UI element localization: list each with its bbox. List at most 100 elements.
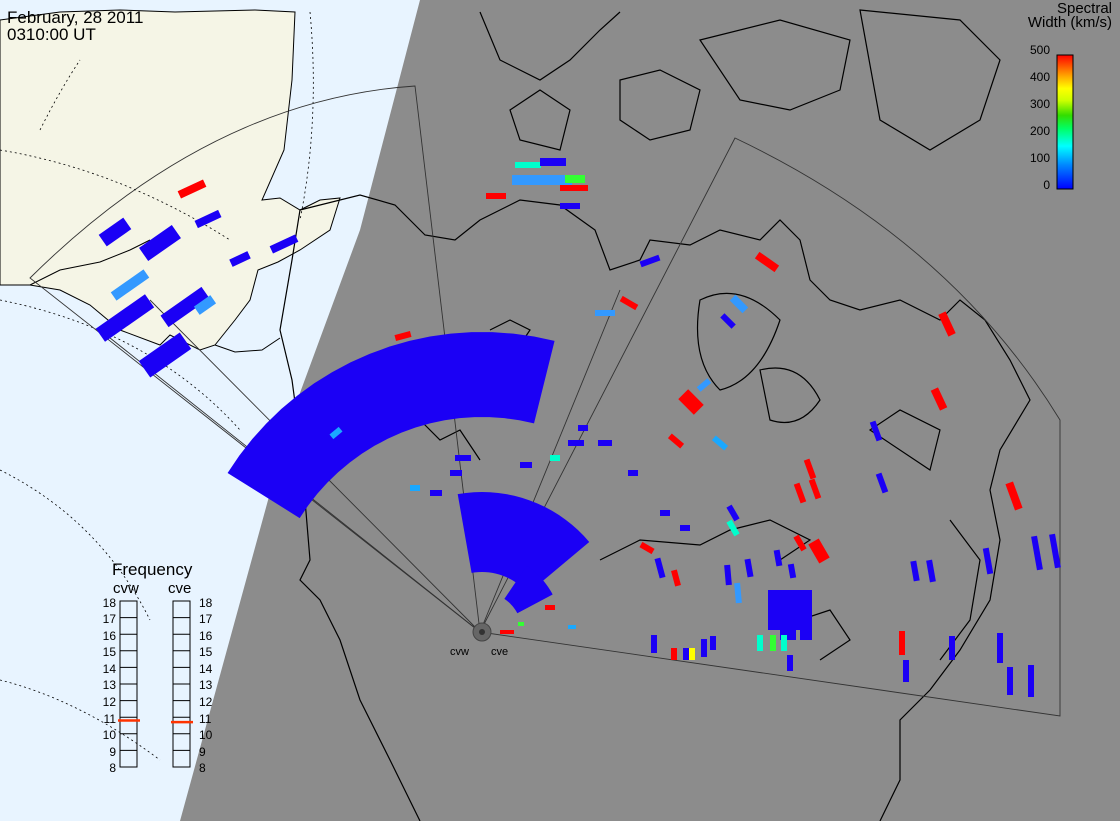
scatter-cell [194, 209, 222, 229]
frequency-tick-right: 10 [199, 728, 213, 742]
plot-date: February, 28 2011 [7, 8, 144, 27]
scatter-cell [744, 558, 754, 578]
scatter-cell [1028, 665, 1034, 697]
scatter-cell [781, 635, 787, 651]
scatter-cell [910, 560, 920, 582]
scatter-cell [787, 563, 797, 579]
scatter-cell-group [457, 492, 590, 594]
scatter-cell [729, 294, 749, 314]
scatter-cell [787, 655, 793, 671]
scatter-cell [1007, 667, 1013, 695]
scatter-cell [754, 251, 780, 273]
radar-sites [472, 622, 492, 642]
scatter-cell [560, 203, 580, 209]
frequency-tick-left: 10 [102, 728, 116, 742]
frequency-tick-left: 15 [102, 645, 116, 659]
colorbar-tick: 500 [1029, 43, 1050, 57]
scatter-cell [724, 564, 732, 586]
colorbar-title-line1: Spectral [1056, 0, 1112, 17]
scatter-cell [410, 485, 420, 491]
scatter-cell [160, 286, 210, 328]
scatter-cell [773, 549, 783, 567]
colorbar-tick: 0 [1043, 178, 1050, 192]
scatter-cell [930, 387, 948, 411]
scatter-cell [568, 440, 584, 446]
scatter-cell [560, 185, 588, 191]
frequency-tick-right: 13 [199, 678, 213, 692]
frequency-tick-right: 8 [199, 761, 206, 775]
scatter-cell [518, 622, 524, 626]
scatter-cell [949, 636, 955, 660]
scatter-cell [926, 559, 936, 583]
radar-label-cve: cve [491, 646, 509, 658]
scatter-cell [500, 630, 514, 634]
scatter-cell [711, 435, 729, 451]
frequency-tick-left: 9 [109, 745, 116, 759]
scatter-layer [95, 158, 1061, 697]
scatter-cell [726, 504, 740, 522]
frequency-ladder-cvw [119, 600, 138, 768]
radar-site-cve [479, 629, 485, 635]
scatter-cell [229, 251, 251, 267]
frequency-tick-left: 17 [102, 612, 116, 626]
scatter-cell [486, 193, 506, 199]
frequency-tick-left: 11 [103, 712, 116, 726]
frequency-label-cvw: cvw [113, 580, 139, 597]
scatter-cell [1005, 481, 1023, 511]
colorbar-tick: 100 [1029, 151, 1050, 165]
scatter-cell [660, 510, 670, 516]
frequency-tick-left: 16 [102, 629, 116, 643]
scatter-cell [98, 217, 132, 247]
frequency-title: Frequency [112, 560, 193, 579]
scatter-cell [639, 541, 655, 555]
scatter-cell [639, 254, 661, 268]
frequency-tick-right: 12 [199, 695, 213, 709]
scatter-cell [595, 310, 615, 316]
frequency-tick-right: 9 [199, 745, 206, 759]
scatter-cell [598, 440, 612, 446]
scatter-cell [177, 179, 207, 199]
scatter-cell [720, 313, 736, 329]
frequency-tick-right: 17 [199, 612, 213, 626]
scatter-cell [628, 470, 638, 476]
frequency-tick-right: 16 [199, 629, 213, 643]
scatter-cell [800, 620, 812, 640]
scatter-cell [726, 519, 740, 537]
scatter-cell [138, 332, 192, 378]
scatter-cell [269, 234, 299, 254]
scatter-cell [450, 470, 462, 476]
scatter-cell [808, 538, 830, 564]
scatter-cell-group [227, 332, 555, 519]
scatter-cell-group [504, 565, 553, 614]
scatter-cell [654, 557, 666, 579]
scatter-cell [329, 426, 343, 440]
scatter-cell [578, 425, 588, 431]
scatter-cell [869, 420, 883, 442]
scatter-cell [545, 605, 555, 610]
scatter-cell [680, 525, 690, 531]
scatter-cell [710, 636, 716, 650]
scatter-cell [689, 648, 695, 660]
scatter-cell [1031, 535, 1043, 571]
plot-time: 0310:00 UT [7, 25, 96, 44]
colorbar-tick: 400 [1029, 70, 1050, 84]
colorbar-tick: 300 [1029, 97, 1050, 111]
alaska-peninsula [29, 239, 281, 353]
scatter-cell [568, 625, 576, 629]
scatter-cell [651, 635, 657, 653]
scatter-cell [696, 378, 712, 392]
frequency-tick-right: 15 [199, 645, 213, 659]
frequency-tick-left: 14 [102, 662, 116, 676]
scatter-cell [903, 660, 909, 682]
scatter-cell [95, 294, 155, 342]
night-terminator-region [180, 0, 1120, 821]
scatter-cell [515, 162, 541, 168]
scatter-cell [110, 269, 150, 301]
colorbar-gradient [1056, 54, 1074, 190]
scatter-cell [997, 633, 1003, 663]
frequency-tick-left: 13 [102, 678, 116, 692]
scatter-cell [808, 478, 822, 500]
frequency-ladder-cve [172, 600, 191, 768]
scatter-cell [455, 455, 471, 461]
